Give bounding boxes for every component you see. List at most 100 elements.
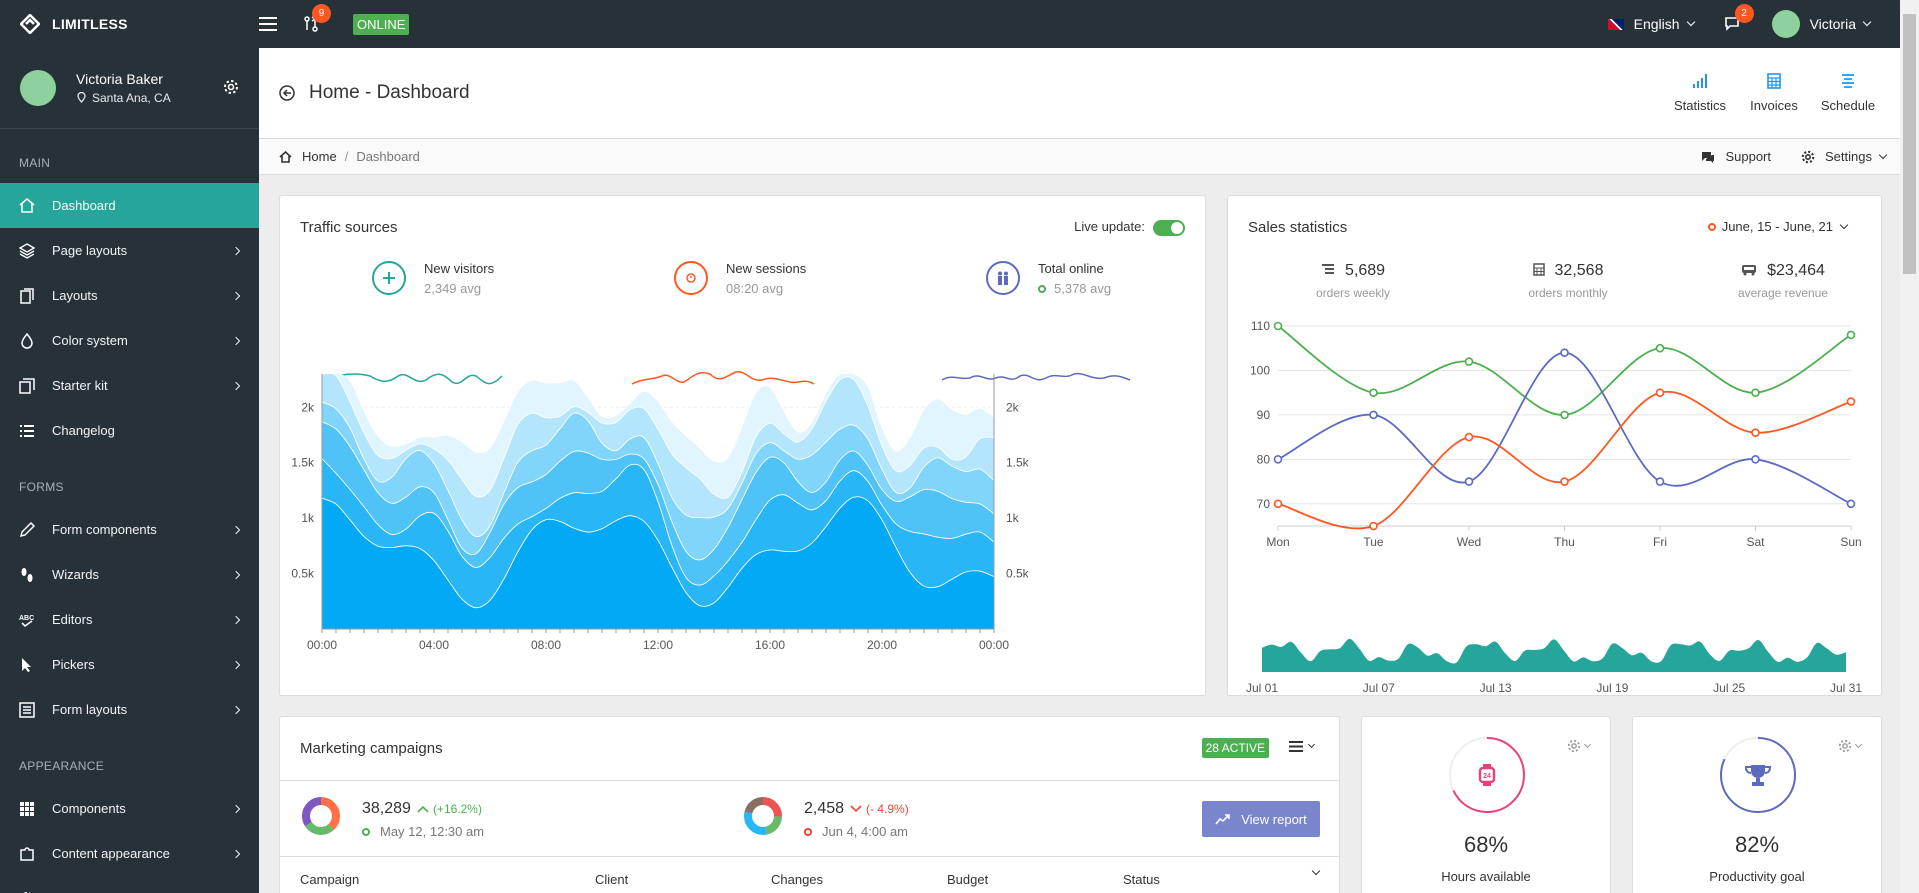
page-scrollbar[interactable] [1900, 0, 1919, 893]
data-point[interactable] [1273, 499, 1283, 509]
sidebar-item-css3-animations[interactable]: CSS3 animations [0, 876, 259, 893]
sidebar-user-card: Victoria Baker Santa Ana, CA [0, 48, 259, 129]
data-point[interactable] [1655, 477, 1665, 486]
sidebar-item-editors[interactable]: ABC Editors [0, 597, 259, 642]
calculator-icon [1767, 73, 1781, 89]
column-changes[interactable]: Changes [771, 872, 824, 887]
chevron-down-icon [1307, 740, 1316, 749]
language-dropdown[interactable]: English [1607, 16, 1695, 32]
stat-value: 38,289 [362, 800, 411, 817]
menu-icon [259, 17, 277, 31]
live-update-toggle[interactable]: Live update: [1074, 219, 1185, 236]
column-campaign[interactable]: Campaign [300, 872, 360, 887]
statistics-button[interactable]: Statistics [1672, 73, 1728, 113]
column-status[interactable]: Status [1123, 872, 1160, 887]
data-point[interactable] [1846, 397, 1856, 406]
chevron-right-icon [231, 570, 241, 579]
sidebar-item-starter-kit[interactable]: Starter kit [0, 363, 259, 408]
scrollbar-thumb[interactable] [1903, 14, 1916, 274]
data-point[interactable] [1369, 388, 1378, 397]
sidebar-item-content-appearance[interactable]: Content appearance [0, 831, 259, 876]
data-point[interactable] [1273, 455, 1283, 464]
sidebar-toggle[interactable] [259, 17, 277, 31]
sidebar-item-page-layouts[interactable]: Page layouts [0, 228, 259, 273]
card-settings-button[interactable] [1567, 739, 1592, 753]
campaign-menu-button[interactable] [1289, 740, 1316, 752]
view-report-button[interactable]: View report [1202, 801, 1320, 837]
git-notifications[interactable]: 9 [303, 4, 331, 32]
sidebar-item-pickers[interactable]: Pickers [0, 642, 259, 687]
date-range-dropdown[interactable]: June, 15 - June, 21 [1707, 219, 1849, 234]
y-tick-left: 1k [301, 511, 315, 525]
data-point[interactable] [1751, 428, 1760, 437]
sidebar-item-color-system[interactable]: Color system [0, 318, 259, 363]
sidebar-item-dashboard[interactable]: Dashboard [0, 183, 259, 228]
stat-label: average revenue [1737, 286, 1829, 300]
data-point[interactable] [1464, 357, 1474, 366]
x-tick-label: Jul 07 [1363, 681, 1395, 695]
sidebar-item-label: Wizards [52, 567, 99, 582]
language-label: English [1633, 16, 1680, 32]
chevron-right-icon [231, 291, 241, 300]
avatar [1771, 10, 1800, 38]
sidebar-item-form-components[interactable]: Form components [0, 507, 259, 552]
x-tick-label: Jul 25 [1713, 681, 1745, 695]
settings-dropdown[interactable]: Settings [1801, 149, 1888, 164]
card-divider [280, 780, 1339, 781]
column-client[interactable]: Client [595, 872, 629, 887]
data-point[interactable] [1655, 388, 1665, 397]
chevron-down-icon[interactable] [1311, 866, 1321, 876]
gear-icon [224, 79, 238, 94]
statistics-label: Statistics [1673, 98, 1726, 113]
data-point[interactable] [1560, 477, 1569, 486]
avatar[interactable] [20, 70, 56, 106]
support-link[interactable]: Support [1701, 149, 1771, 164]
user-full-name[interactable]: Victoria Baker [76, 71, 163, 87]
invoices-label: Invoices [1750, 98, 1798, 113]
data-point[interactable] [1560, 348, 1569, 357]
user-dropdown[interactable]: Victoria [1771, 10, 1872, 38]
sidebar-item-form-layouts[interactable]: Form layouts [0, 687, 259, 732]
page-title: Home - Dashboard [309, 82, 470, 103]
data-point[interactable] [1273, 321, 1283, 331]
sales-statistics-card: Sales statistics June, 15 - June, 21 5,6… [1227, 195, 1882, 696]
card-divider [280, 856, 1339, 857]
gear-icon [1801, 150, 1815, 163]
watch-icon: 24 [1478, 764, 1496, 786]
column-budget[interactable]: Budget [947, 872, 989, 887]
data-point[interactable] [1369, 410, 1378, 420]
x-tick-label: Thu [1554, 535, 1575, 549]
data-point[interactable] [1846, 499, 1856, 509]
sidebar-item-changelog[interactable]: Changelog [0, 408, 259, 453]
y-tick-label: 100 [1250, 363, 1270, 377]
data-point[interactable] [1751, 455, 1760, 464]
footprint-icon [19, 567, 35, 583]
bus-icon [1742, 265, 1757, 276]
schedule-button[interactable]: Schedule [1820, 73, 1876, 113]
sidebar-item-components[interactable]: Components [0, 786, 259, 831]
data-point[interactable] [1560, 410, 1569, 420]
live-switch[interactable] [1153, 219, 1185, 236]
user-settings-button[interactable] [223, 79, 239, 98]
sidebar-item-wizards[interactable]: Wizards [0, 552, 259, 597]
brand[interactable]: LIMITLESS [0, 14, 259, 34]
y-tick-label: 70 [1257, 497, 1271, 511]
back-arrow-icon[interactable] [279, 85, 295, 101]
data-point[interactable] [1751, 388, 1760, 397]
card-settings-button[interactable] [1838, 739, 1863, 753]
breadcrumb-home[interactable]: Home [302, 149, 337, 164]
hours-value: 68% [1463, 832, 1509, 857]
sidebar-item-layouts[interactable]: Layouts [0, 273, 259, 318]
data-point[interactable] [1464, 432, 1474, 442]
data-point[interactable] [1846, 330, 1856, 340]
form-icon [19, 701, 35, 718]
invoices-button[interactable]: Invoices [1746, 73, 1802, 113]
messages-dropdown[interactable]: 2 [1724, 4, 1754, 32]
ring-progress [1449, 737, 1525, 813]
list-icon [1321, 264, 1334, 274]
data-point[interactable] [1369, 521, 1378, 531]
data-point[interactable] [1464, 477, 1474, 486]
campaign-stat-2: 2,458 (- 4.9%) Jun 4, 4:00 am [804, 800, 909, 839]
data-point[interactable] [1655, 343, 1665, 353]
sidebar-item-label: Page layouts [52, 243, 128, 258]
